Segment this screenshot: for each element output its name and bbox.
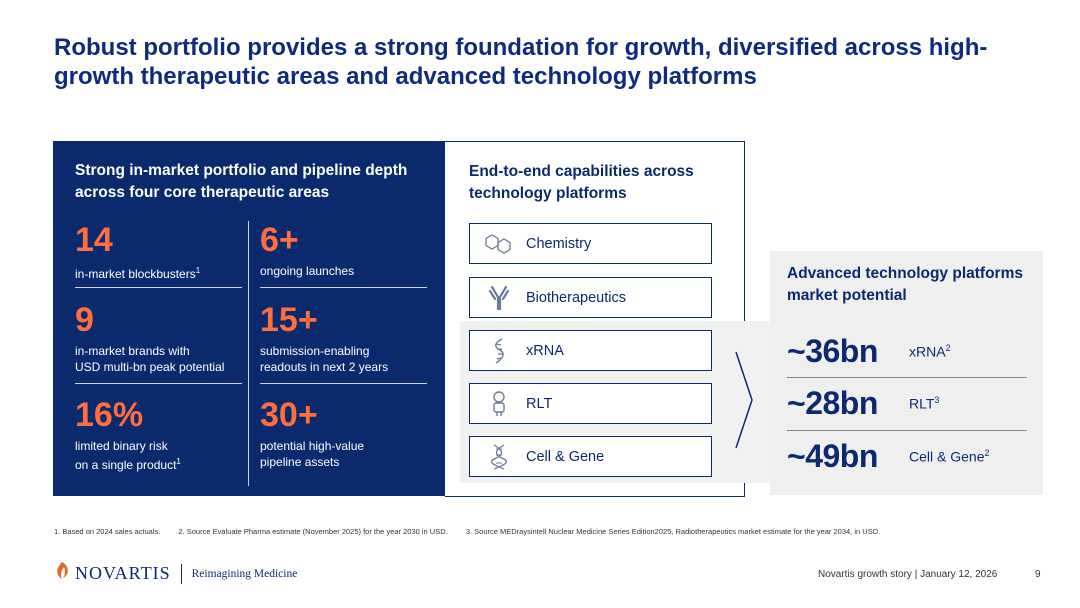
stat-value: 15+ — [260, 301, 318, 339]
platform-label: Biotherapeutics — [526, 289, 626, 306]
market-value: ~36bn — [787, 332, 878, 369]
platform-label: Cell & Gene — [526, 448, 605, 465]
footnote: 3. Source MEDraysintell Nuclear Medicine… — [465, 527, 881, 536]
stat-value: 14 — [75, 221, 113, 259]
divider — [260, 287, 427, 288]
market-label: RLT3 — [909, 394, 940, 412]
stat-description: potential high-value pipeline assets — [260, 439, 365, 469]
portfolio-panel: Strong in-market portfolio and pipeline … — [53, 141, 445, 496]
stat-launches: 6+ ongoing launches — [260, 221, 354, 279]
rna-icon — [484, 337, 514, 365]
stat-binary-risk: 16% limited binary risk on a single produ… — [75, 396, 181, 473]
portfolio-heading: Strong in-market portfolio and pipeline … — [75, 162, 408, 201]
stat-value: 30+ — [260, 396, 318, 434]
stat-readouts: 15+ submission-enabling readouts in next … — [260, 301, 388, 375]
platform-label: Chemistry — [526, 235, 592, 252]
stat-description: ongoing launches — [260, 264, 355, 278]
chemistry-icon — [484, 230, 514, 258]
stat-value: 16% — [75, 396, 144, 434]
antibody-icon — [484, 284, 514, 312]
divider — [75, 287, 242, 288]
platform-label: xRNA — [526, 342, 564, 359]
platform-rlt: RLT — [469, 383, 712, 424]
divider — [75, 383, 242, 384]
stat-value: 6+ — [260, 221, 299, 259]
platform-chemistry: Chemistry — [469, 223, 712, 264]
footer-text: Novartis growth story | January 12, 2026 — [818, 569, 998, 580]
vertical-divider — [248, 221, 249, 486]
stat-blockbusters: 14 in-market blockbusters1 — [75, 221, 200, 282]
stat-description: in-market blockbusters1 — [75, 266, 201, 281]
slide-title: Robust portfolio provides a strong found… — [54, 34, 988, 90]
stat-description: submission-enabling readouts in next 2 ye… — [260, 344, 389, 374]
market-value: ~28bn — [787, 384, 878, 421]
stat-pipeline-assets: 30+ potential high-value pipeline assets — [260, 396, 364, 470]
platform-xrna: xRNA — [469, 330, 712, 371]
platform-biotherapeutics: Biotherapeutics — [469, 277, 712, 318]
radioligand-icon — [484, 390, 514, 418]
page-number: 9 — [1035, 569, 1041, 580]
stat-description: in-market brands with USD multi-bn peak p… — [75, 344, 225, 374]
footnote: 1. Based on 2024 sales actuals. — [54, 527, 161, 536]
market-heading: Advanced technology platforms market pot… — [787, 265, 1023, 304]
logo-separator — [180, 563, 182, 584]
divider — [787, 430, 1027, 431]
platform-cell-gene: Cell & Gene — [469, 436, 712, 477]
market-panel: Advanced technology platforms market pot… — [770, 251, 1043, 495]
market-value: ~49bn — [787, 437, 878, 474]
stat-brands: 9 in-market brands with USD multi-bn peak… — [75, 301, 224, 375]
flame-icon — [54, 561, 70, 586]
market-label: Cell & Gene2 — [909, 447, 990, 465]
footnote: 2. Source Evaluate Pharma estimate (Nove… — [178, 527, 448, 536]
platform-label: RLT — [526, 395, 553, 412]
stat-description: limited binary risk on a single product1 — [75, 439, 181, 472]
footnotes: 1. Based on 2024 sales actuals. 2. Sourc… — [54, 527, 1064, 536]
dna-icon — [484, 443, 514, 471]
market-row-cell-gene: ~49bn Cell & Gene2 — [787, 431, 1027, 481]
market-row-rlt: ~28bn RLT3 — [787, 378, 1027, 428]
market-row-xrna: ~36bn xRNA2 — [787, 326, 1027, 376]
platforms-heading: End-to-end capabilities across technolog… — [469, 163, 694, 202]
divider — [787, 377, 1027, 378]
brand-name: NOVARTIS — [75, 563, 171, 583]
divider — [260, 383, 427, 384]
chevron-right-icon — [733, 350, 755, 455]
stat-value: 9 — [75, 301, 94, 339]
brand-tagline: Reimagining Medicine — [191, 567, 298, 580]
novartis-logo: NOVARTIS Reimagining Medicine — [54, 561, 297, 586]
market-label: xRNA2 — [909, 342, 951, 360]
